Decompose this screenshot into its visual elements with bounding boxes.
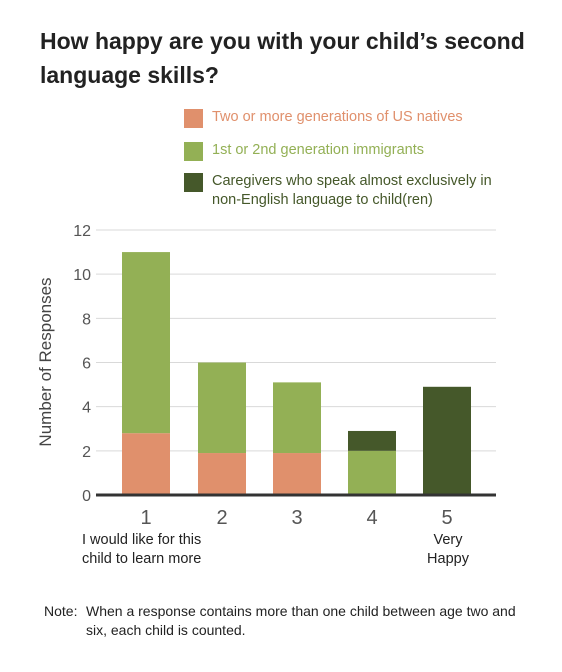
y-tick-label-10: 10 bbox=[73, 267, 91, 284]
x-tick-label-2: 2 bbox=[216, 507, 227, 525]
bar-cat1-series2 bbox=[122, 252, 170, 434]
chart-title: How happy are you with your child’s seco… bbox=[40, 28, 525, 88]
footnote-label: Note: bbox=[44, 603, 78, 619]
category-1-annotation: I would like for this child to learn mor… bbox=[82, 532, 202, 567]
x-tick-label-4: 4 bbox=[366, 507, 377, 525]
x-tick-label-1: 1 bbox=[140, 507, 151, 525]
bar-cat4-series2 bbox=[348, 450, 396, 495]
bar-cat2-series1 bbox=[198, 453, 246, 495]
legend-item-non-english-caregivers: Caregivers who speak almost exclusively … bbox=[184, 172, 522, 210]
x-tick-label-3: 3 bbox=[291, 507, 302, 525]
y-tick-label-4: 4 bbox=[82, 400, 91, 417]
bar-cat1-series1 bbox=[122, 433, 170, 495]
bar-cat5-series3 bbox=[423, 386, 471, 495]
legend-item-us-natives: Two or more generations of US natives bbox=[184, 108, 544, 128]
legend-swatch-non-english-caregivers bbox=[184, 173, 203, 192]
legend-label-immigrants: 1st or 2nd generation immigrants bbox=[212, 142, 424, 158]
footnote-text: When a response contains more than one c… bbox=[86, 603, 516, 638]
y-tick-label-8: 8 bbox=[82, 311, 91, 328]
bar-cat4-series3 bbox=[348, 430, 396, 451]
bar-cat2-series2 bbox=[198, 362, 246, 454]
legend-swatch-us-natives bbox=[184, 109, 203, 128]
legend-label-us-natives: Two or more generations of US natives bbox=[212, 109, 463, 125]
legend-swatch-immigrants bbox=[184, 142, 203, 161]
y-tick-label-6: 6 bbox=[82, 356, 91, 373]
y-tick-label-12: 12 bbox=[73, 223, 91, 240]
bar-cat3-series2 bbox=[273, 382, 321, 454]
bar-cat3-series1 bbox=[273, 453, 321, 495]
legend: Two or more generations of US natives 1s… bbox=[184, 108, 544, 224]
y-tick-label-2: 2 bbox=[82, 444, 91, 461]
legend-label-non-english-caregivers: Caregivers who speak almost exclusively … bbox=[212, 173, 492, 208]
y-tick-label-0: 0 bbox=[82, 488, 91, 505]
legend-item-immigrants: 1st or 2nd generation immigrants bbox=[184, 141, 544, 161]
x-tick-label-5: 5 bbox=[441, 507, 452, 525]
category-5-annotation: Very Happy bbox=[427, 532, 469, 567]
